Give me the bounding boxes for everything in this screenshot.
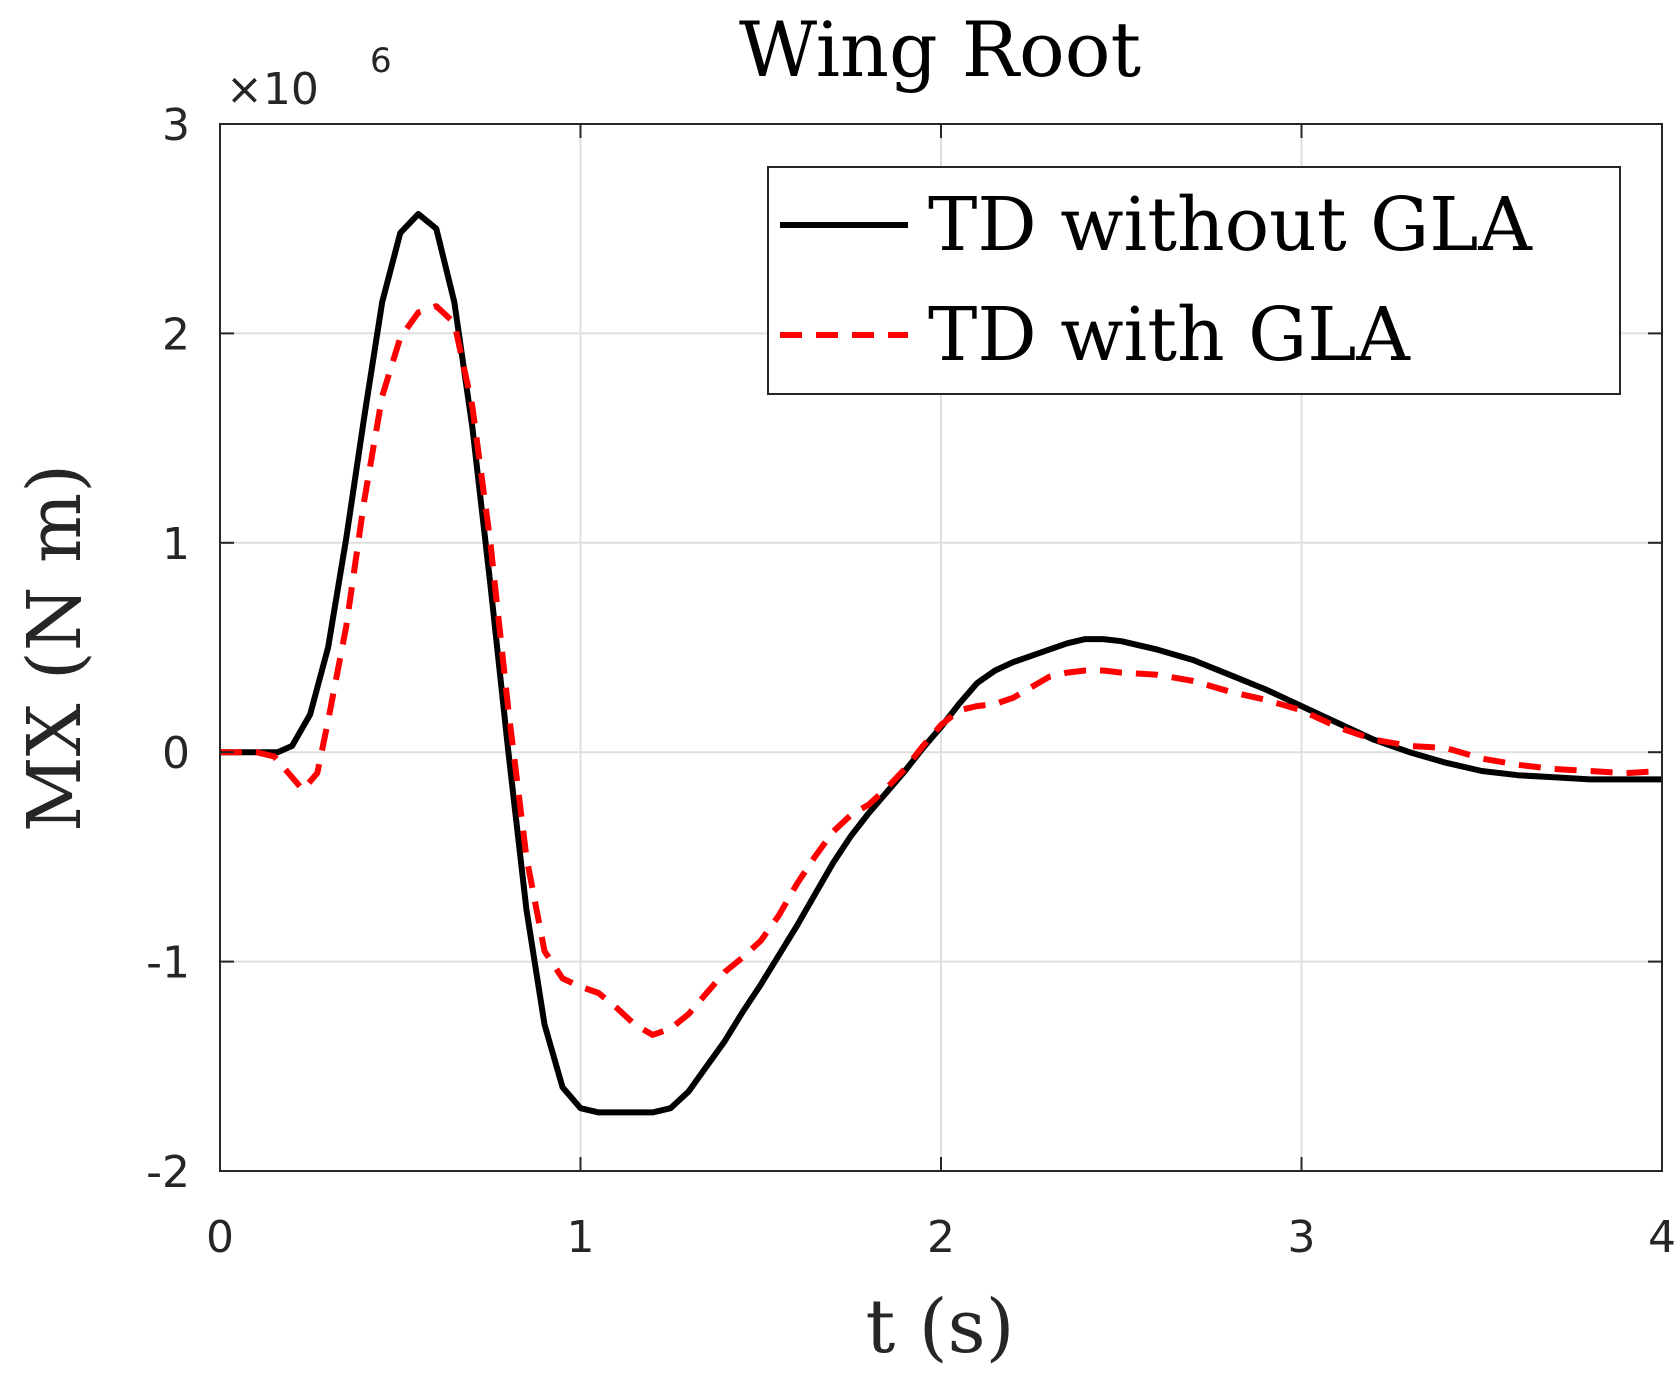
y-tick-label: -1 — [146, 938, 190, 989]
y-exponent-label: ×10 6 — [226, 41, 392, 115]
x-tick-label: 2 — [927, 1212, 955, 1263]
legend-label-with-gla: TD with GLA — [928, 292, 1411, 378]
y-axis-label: MX (N m) — [12, 464, 98, 832]
y-tick-label: -2 — [146, 1147, 190, 1198]
legend-box — [767, 166, 1621, 395]
x-tick-label: 4 — [1648, 1212, 1676, 1263]
series-lines — [220, 211, 1663, 1116]
x-tick-label: 3 — [1288, 1212, 1316, 1263]
y-tick-label: 0 — [162, 728, 190, 779]
x-axis-label: t (s) — [866, 1284, 1015, 1370]
legend-entry-with-gla: TD with GLA — [780, 292, 1411, 378]
legend-label-without-gla: TD without GLA — [928, 182, 1533, 268]
y-tick-labels: -2 -1 0 1 2 3 — [146, 100, 190, 1198]
x-tick-label: 1 — [567, 1212, 595, 1263]
legend: TD without GLA TD with GLA — [767, 166, 1621, 395]
y-exponent-power: 6 — [370, 41, 392, 81]
y-tick-label: 2 — [162, 309, 190, 360]
x-tick-label: 0 — [206, 1212, 234, 1263]
x-tick-labels: 0 1 2 3 4 — [206, 1212, 1676, 1263]
y-tick-label: 3 — [162, 100, 190, 151]
series-line-td-with-gla — [220, 303, 1663, 1038]
legend-entry-without-gla: TD without GLA — [780, 182, 1533, 268]
ticks — [219, 123, 1663, 1172]
chart-title: Wing Root — [739, 5, 1141, 94]
y-tick-label: 1 — [162, 519, 190, 570]
series-line-td-without-gla — [220, 211, 1662, 1116]
y-exponent-base: ×10 — [226, 64, 319, 115]
